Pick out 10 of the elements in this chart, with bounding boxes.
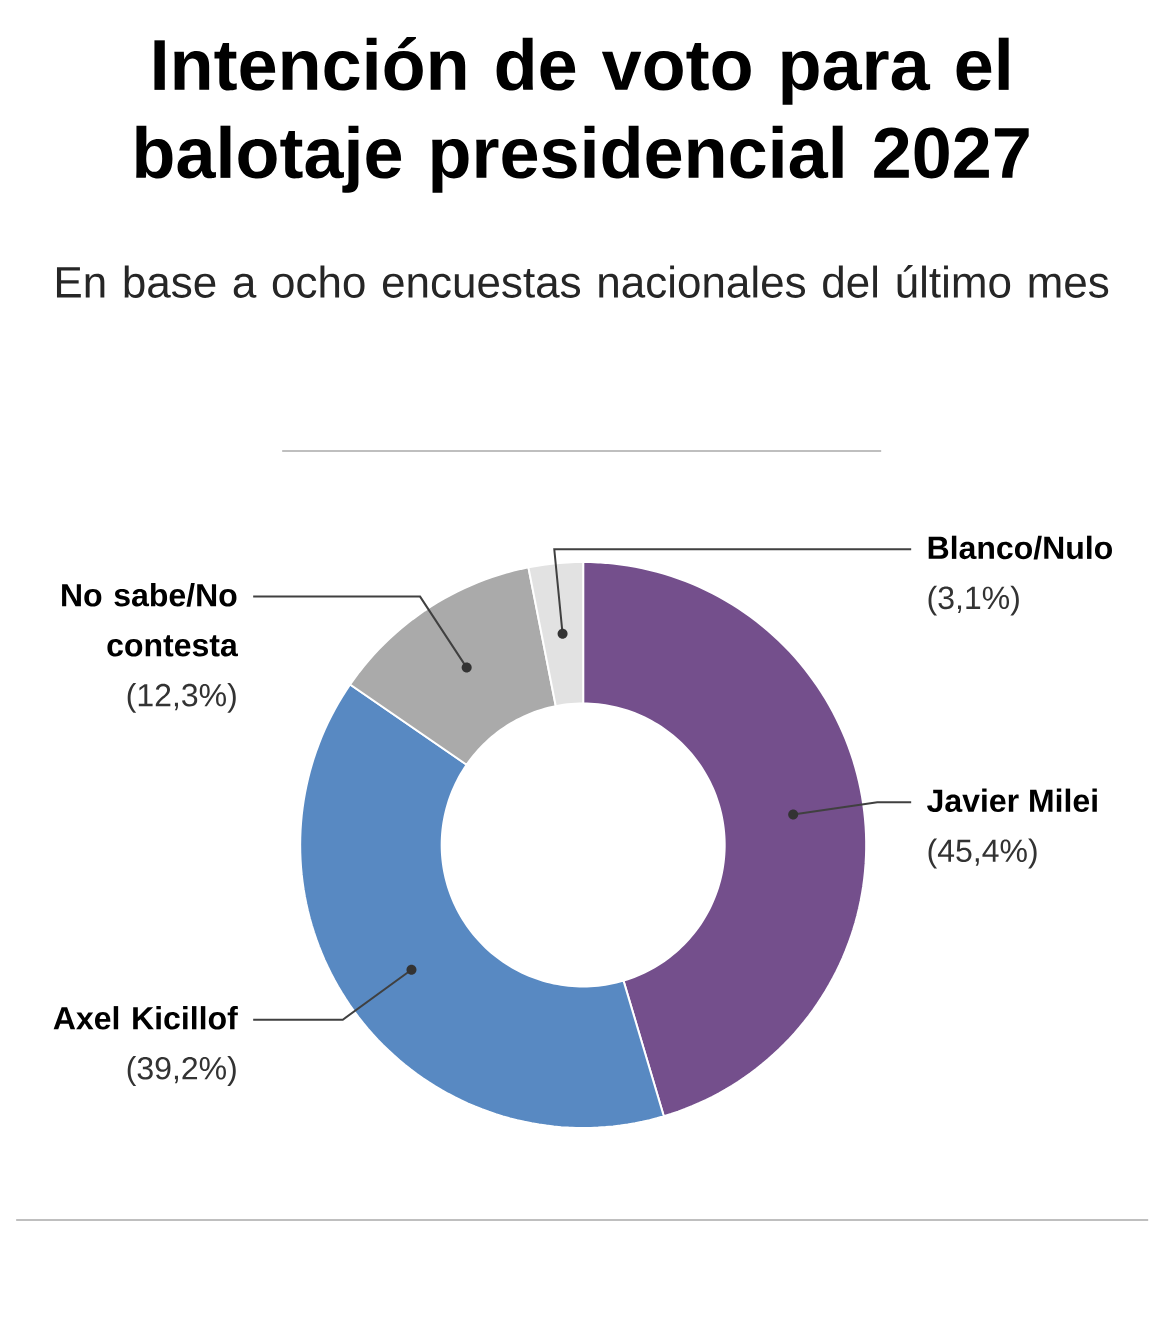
slice-label: No sabe/No contesta bbox=[61, 582, 238, 657]
data-label: (39,2%) bbox=[127, 1056, 236, 1086]
chart-subtitle: En base a ocho encuestas nacionales del último mes bbox=[56, 265, 1109, 298]
slice-label: Blanco/Nulo bbox=[928, 535, 1112, 560]
slice-label: Axel Kicillof bbox=[53, 1006, 238, 1030]
slice-label: Javier Milei bbox=[926, 788, 1097, 813]
data-label: (45,4%) bbox=[928, 838, 1037, 869]
data-label: (12,3%) bbox=[127, 682, 236, 713]
data-label: (3,1%) bbox=[928, 585, 1019, 616]
chart-title: Intención de voto para el balotaje presidencial 2027 bbox=[136, 37, 1029, 193]
